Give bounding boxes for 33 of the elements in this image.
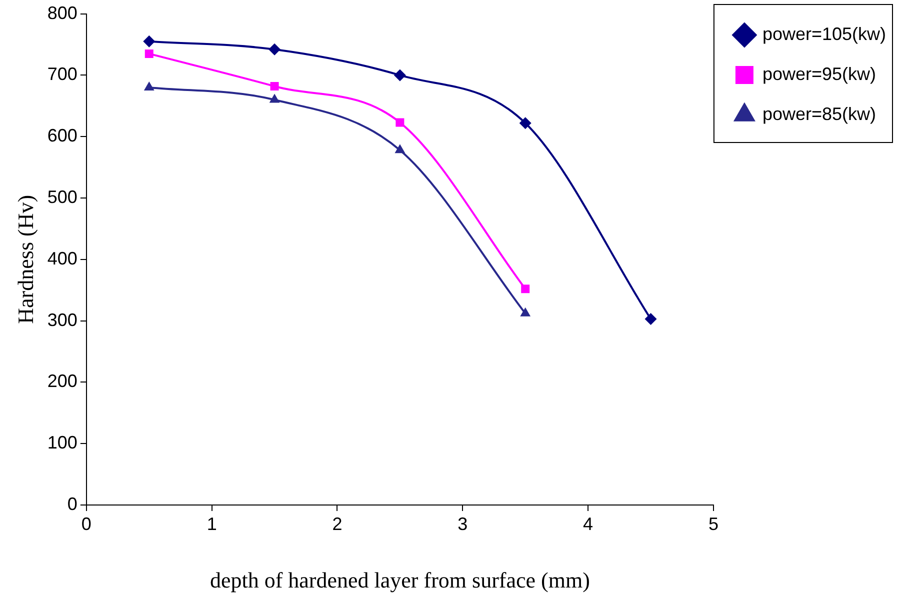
x-tick-label: 2 — [332, 514, 342, 534]
point — [519, 117, 532, 130]
legend-label: power=85(kw) — [762, 104, 876, 124]
y-tick-label: 300 — [47, 310, 78, 330]
point — [396, 118, 404, 127]
point — [268, 43, 281, 56]
y-tick-label: 700 — [47, 64, 78, 84]
point — [394, 144, 406, 154]
x-tick-label: 3 — [458, 514, 468, 534]
point — [144, 81, 154, 90]
y-tick-label: 800 — [47, 2, 78, 23]
y-tick-label: 200 — [47, 371, 78, 392]
x-axis-title: depth of hardened layer from surface (mm) — [210, 568, 590, 593]
x-tick-label: 4 — [583, 514, 594, 534]
point — [521, 284, 530, 294]
y-tick-label: 400 — [47, 248, 78, 268]
point — [269, 94, 280, 103]
y-tick-label: 100 — [47, 432, 78, 453]
x-tick-label: 0 — [81, 514, 92, 534]
point — [520, 307, 531, 316]
y-tick-label: 600 — [47, 126, 78, 146]
point — [143, 35, 156, 48]
point — [144, 49, 154, 58]
point — [394, 69, 406, 82]
legend-label: power=105(kw) — [762, 24, 886, 44]
y-tick-label: 0 — [67, 494, 78, 514]
legend-label: power=95(kw) — [762, 64, 876, 84]
point — [644, 312, 657, 325]
point — [270, 82, 279, 90]
y-tick-label: 500 — [47, 186, 78, 207]
x-tick-label: 1 — [206, 514, 217, 534]
x-tick-label: 5 — [708, 514, 718, 534]
y-axis-title: Hardness (Hv) — [12, 194, 38, 324]
